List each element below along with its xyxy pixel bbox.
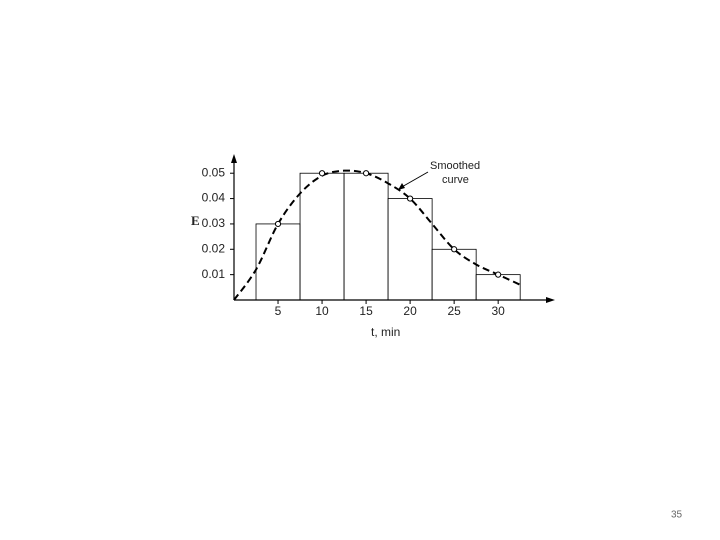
data-point [407, 195, 414, 202]
data-point [362, 170, 370, 177]
histogram-bar [475, 274, 521, 301]
annotation-arrow [399, 171, 429, 189]
y-tick-label: 0.03 [202, 216, 226, 230]
y-axis-arrow [231, 154, 237, 163]
y-tick-label: 0.01 [202, 267, 226, 281]
data-point [495, 271, 502, 278]
x-tick-label: 10 [315, 304, 329, 318]
histogram-bar [343, 172, 389, 301]
y-tick-label: 0.04 [202, 191, 226, 205]
y-axis-label: E [191, 213, 200, 228]
histogram-bar [299, 172, 345, 301]
data-point [318, 170, 326, 177]
histogram-bar [387, 198, 433, 301]
x-tick-label: 20 [403, 304, 417, 318]
annotation: Smoothed [430, 160, 480, 172]
y-tick-label: 0.02 [202, 241, 226, 255]
x-tick-label: 5 [275, 304, 282, 318]
histogram-bar [255, 223, 301, 301]
x-tick-label: 25 [447, 304, 461, 318]
smoothed-curve [233, 169, 521, 301]
data-point [274, 220, 282, 228]
histogram-bar [431, 248, 477, 301]
page-number: 35 [671, 510, 683, 521]
x-axis-arrow [546, 297, 555, 303]
x-tick-label: 30 [491, 304, 505, 318]
x-tick-label: 15 [359, 304, 373, 318]
y-tick-label: 0.05 [202, 165, 226, 179]
x-axis-label: t, min [371, 325, 400, 339]
data-point [451, 246, 458, 253]
annotation: curve [442, 174, 469, 186]
annotation-arrowhead [398, 183, 405, 190]
